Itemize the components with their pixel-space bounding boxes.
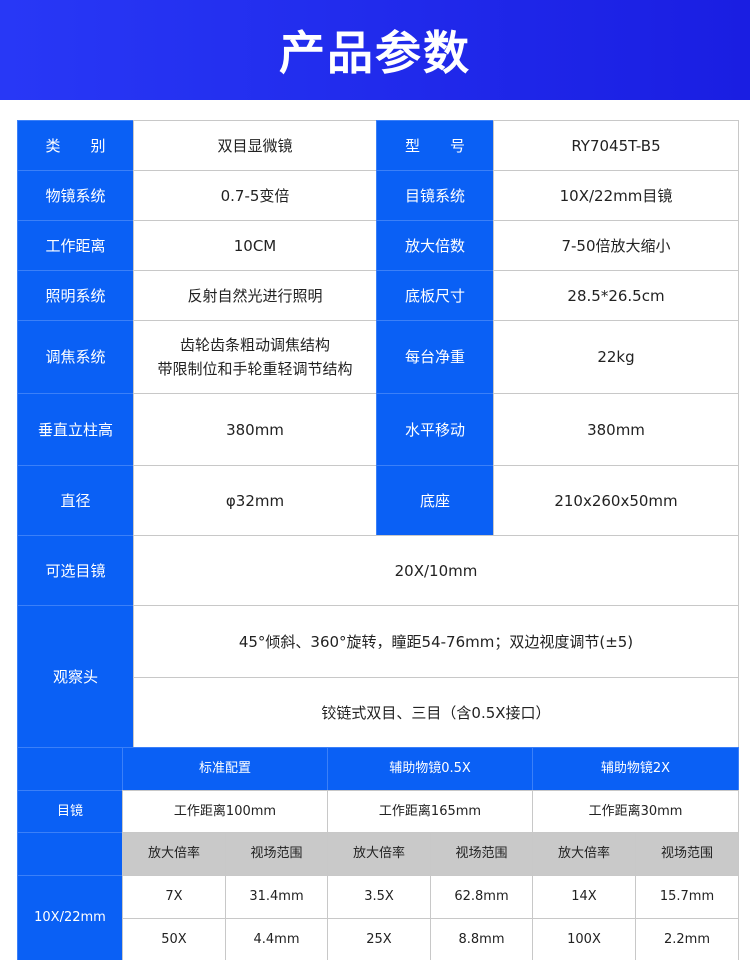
spec-value: 20X/10mm	[133, 535, 739, 606]
field-of-view-value: 31.4mm	[225, 875, 328, 919]
spec-label: 型 号	[376, 120, 494, 171]
eyepiece-label: 目镜	[17, 790, 123, 833]
spec-value: 反射自然光进行照明	[133, 270, 377, 321]
spec-value: 0.7-5变倍	[133, 170, 377, 221]
spec-value: 双目显微镜	[133, 120, 377, 171]
spec-value: 铰链式双目、三目（含0.5X接口）	[133, 677, 739, 748]
column-header-magnification: 放大倍率	[532, 832, 636, 876]
magnification-value: 50X	[122, 918, 226, 960]
field-of-view-value: 2.2mm	[635, 918, 739, 960]
spec-value: RY7045T-B5	[493, 120, 739, 171]
eyepiece-model: 10X/22mm	[17, 875, 123, 960]
column-header-field-of-view: 视场范围	[635, 832, 739, 876]
magnification-value: 3.5X	[327, 875, 431, 919]
spec-label: 照明系统	[17, 270, 134, 321]
spec-value: 7-50倍放大缩小	[493, 220, 739, 271]
spec-label: 垂直立柱高	[17, 393, 134, 466]
working-distance: 工作距离165mm	[327, 790, 533, 833]
magnification-value: 100X	[532, 918, 636, 960]
spec-value: 齿轮齿条粗动调焦结构 带限制位和手轮重轻调节结构	[133, 320, 377, 394]
spec-value: 45°倾斜、360°旋转，瞳距54-76mm；双边视度调节(±5)	[133, 605, 739, 678]
config-header: 标准配置	[122, 747, 328, 791]
spec-label: 放大倍数	[376, 220, 494, 271]
magnification-value: 25X	[327, 918, 431, 960]
header-banner: 产品参数	[0, 0, 750, 100]
field-of-view-value: 62.8mm	[430, 875, 533, 919]
spec-value: φ32mm	[133, 465, 377, 536]
column-header-field-of-view: 视场范围	[225, 832, 328, 876]
working-distance: 工作距离100mm	[122, 790, 328, 833]
spec-label: 调焦系统	[17, 320, 134, 394]
working-distance: 工作距离30mm	[532, 790, 739, 833]
spec-label: 目镜系统	[376, 170, 494, 221]
spec-label: 物镜系统	[17, 170, 134, 221]
spec-label: 工作距离	[17, 220, 134, 271]
spec-value: 10X/22mm目镜	[493, 170, 739, 221]
field-of-view-value: 8.8mm	[430, 918, 533, 960]
column-header-magnification: 放大倍率	[327, 832, 431, 876]
spec-label: 直径	[17, 465, 134, 536]
spec-label: 底座	[376, 465, 494, 536]
column-header-field-of-view: 视场范围	[430, 832, 533, 876]
spec-value: 28.5*26.5cm	[493, 270, 739, 321]
spec-value: 380mm	[133, 393, 377, 466]
spec-label: 水平移动	[376, 393, 494, 466]
magnification-value: 7X	[122, 875, 226, 919]
spec-label: 观察头	[17, 605, 134, 748]
spec-label: 可选目镜	[17, 535, 134, 606]
magnification-value: 14X	[532, 875, 636, 919]
column-header-magnification: 放大倍率	[122, 832, 226, 876]
field-of-view-value: 15.7mm	[635, 875, 739, 919]
eyepiece-header-blank	[17, 747, 123, 791]
spec-label: 类 别	[17, 120, 134, 171]
spec-label: 底板尺寸	[376, 270, 494, 321]
field-of-view-value: 4.4mm	[225, 918, 328, 960]
spec-value: 380mm	[493, 393, 739, 466]
spec-label: 每台净重	[376, 320, 494, 394]
config-header: 辅助物镜2X	[532, 747, 739, 791]
config-header: 辅助物镜0.5X	[327, 747, 533, 791]
eyepiece-header-blank	[17, 832, 123, 876]
spec-value: 22kg	[493, 320, 739, 394]
page-title: 产品参数	[279, 26, 471, 80]
spec-value: 10CM	[133, 220, 377, 271]
spec-value: 210x260x50mm	[493, 465, 739, 536]
